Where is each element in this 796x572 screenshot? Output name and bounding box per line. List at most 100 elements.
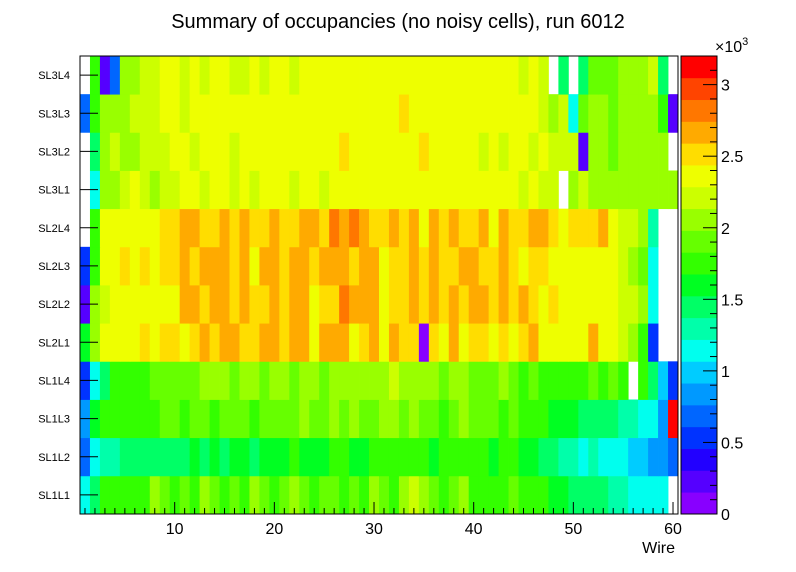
heatmap-cell <box>159 285 171 324</box>
heatmap-cell <box>169 437 181 477</box>
heatmap-cell <box>528 399 539 439</box>
x-tick-label: 50 <box>564 521 582 538</box>
heatmap-cell <box>618 323 629 362</box>
heatmap-cell <box>169 399 181 439</box>
heatmap-cell <box>628 437 639 477</box>
heatmap-cell <box>289 132 300 171</box>
heatmap-cell <box>119 361 131 400</box>
heatmap-cell <box>299 323 310 362</box>
heatmap-cell <box>329 475 340 515</box>
heatmap-cell <box>658 170 669 210</box>
heatmap-cell <box>219 94 230 133</box>
heatmap-cell <box>289 246 300 286</box>
heatmap-cell <box>398 170 410 210</box>
heatmap-cell <box>149 285 161 324</box>
heatmap-cell <box>538 170 549 210</box>
heatmap-cell <box>418 170 430 210</box>
heatmap-cell <box>199 323 210 362</box>
heatmap-cell <box>359 323 370 362</box>
heatmap-cell <box>618 475 629 515</box>
heatmap-cell <box>568 285 579 324</box>
heatmap-cell <box>538 361 549 400</box>
heatmap-cell <box>448 170 460 210</box>
colorbar-swatch <box>681 317 717 340</box>
heatmap-cell <box>468 399 480 439</box>
heatmap-cell <box>329 285 340 324</box>
colorbar-tick-label: 1 <box>721 364 730 381</box>
heatmap-cell <box>448 399 460 439</box>
heatmap-cell <box>239 170 250 210</box>
heatmap-cell <box>329 323 340 362</box>
heatmap-cell <box>109 475 121 515</box>
heatmap-cell <box>279 475 290 515</box>
heatmap-cell <box>458 437 470 477</box>
heatmap-cell <box>159 399 171 439</box>
heatmap-cell <box>588 246 599 286</box>
heatmap-cell <box>309 208 320 248</box>
heatmap-cell <box>548 208 559 248</box>
heatmap-cell <box>508 246 519 286</box>
heatmap-cell <box>518 246 529 286</box>
heatmap-cell <box>568 437 579 477</box>
heatmap-cell <box>588 399 599 439</box>
heatmap-cell <box>538 285 549 324</box>
heatmap-cell <box>518 285 529 324</box>
heatmap-cell <box>388 56 400 95</box>
heatmap-cell <box>498 94 509 133</box>
heatmap-cell <box>109 361 121 400</box>
heatmap-cell <box>119 208 131 248</box>
x-tick-label: 60 <box>664 521 682 538</box>
heatmap-cell <box>349 361 360 400</box>
heatmap-cell <box>259 323 270 362</box>
colorbar-swatch <box>681 252 717 275</box>
heatmap-cell <box>468 475 480 515</box>
colorbar-multiplier-base: ×10 <box>715 39 742 56</box>
heatmap-cell <box>99 475 111 515</box>
heatmap-cell <box>119 94 131 133</box>
heatmap-cell <box>558 56 569 95</box>
heatmap-cell <box>558 323 569 362</box>
heatmap-cell <box>369 208 380 248</box>
heatmap-cell <box>209 323 220 362</box>
heatmap-cell <box>458 94 470 133</box>
heatmap-cell <box>169 132 181 171</box>
heatmap-cell <box>408 208 420 248</box>
heatmap-cell <box>349 323 360 362</box>
x-axis: 10 20 30 40 50 60 <box>84 502 682 538</box>
heatmap-cell <box>219 208 230 248</box>
heatmap-cell <box>299 56 310 95</box>
colorbar-multiplier-exp: 3 <box>742 36 748 48</box>
heatmap-cell <box>568 323 579 362</box>
heatmap-cell <box>608 170 619 210</box>
heatmap-cell <box>478 323 490 362</box>
heatmap-cell <box>119 246 131 286</box>
heatmap-cell <box>169 323 181 362</box>
heatmap-cell <box>99 246 111 286</box>
heatmap-cell <box>448 323 460 362</box>
heatmap-cell <box>169 475 181 515</box>
heatmap-cell <box>359 475 370 515</box>
heatmap-cell <box>398 475 410 515</box>
heatmap-cell <box>239 437 250 477</box>
heatmap-cell <box>448 94 460 133</box>
heatmap-cell <box>408 132 420 171</box>
heatmap-cell <box>179 361 191 400</box>
y-tick-label: SL3L3 <box>38 108 70 120</box>
heatmap-cell <box>638 132 649 171</box>
heatmap-cell <box>438 94 450 133</box>
colorbar-swatch <box>681 295 717 319</box>
y-tick-label: SL1L4 <box>38 375 70 387</box>
heatmap-cell <box>508 437 519 477</box>
heatmap-cell <box>179 56 191 95</box>
heatmap-cell <box>498 361 509 400</box>
heatmap-cell <box>129 285 141 324</box>
heatmap-cell <box>129 399 141 439</box>
heatmap-cell <box>199 56 210 95</box>
heatmap-cell <box>458 475 470 515</box>
heatmap-cell <box>418 94 430 133</box>
heatmap-cell <box>618 285 629 324</box>
colorbar-tick-label: 3 <box>721 78 730 95</box>
heatmap-cell <box>209 361 220 400</box>
heatmap-cell <box>648 56 659 95</box>
heatmap-cell <box>408 437 420 477</box>
